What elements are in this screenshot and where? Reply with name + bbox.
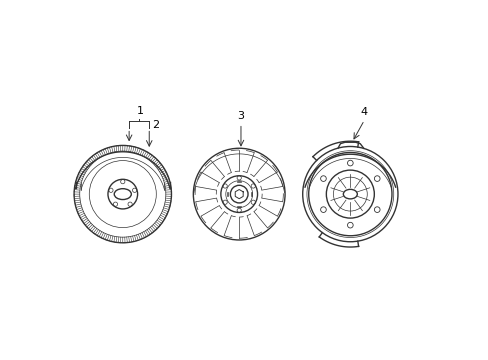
Text: 3: 3	[237, 111, 244, 121]
Ellipse shape	[343, 189, 357, 199]
Ellipse shape	[114, 189, 131, 199]
Text: 1: 1	[136, 106, 143, 116]
Text: 4: 4	[360, 107, 367, 117]
Text: 2: 2	[152, 120, 159, 130]
